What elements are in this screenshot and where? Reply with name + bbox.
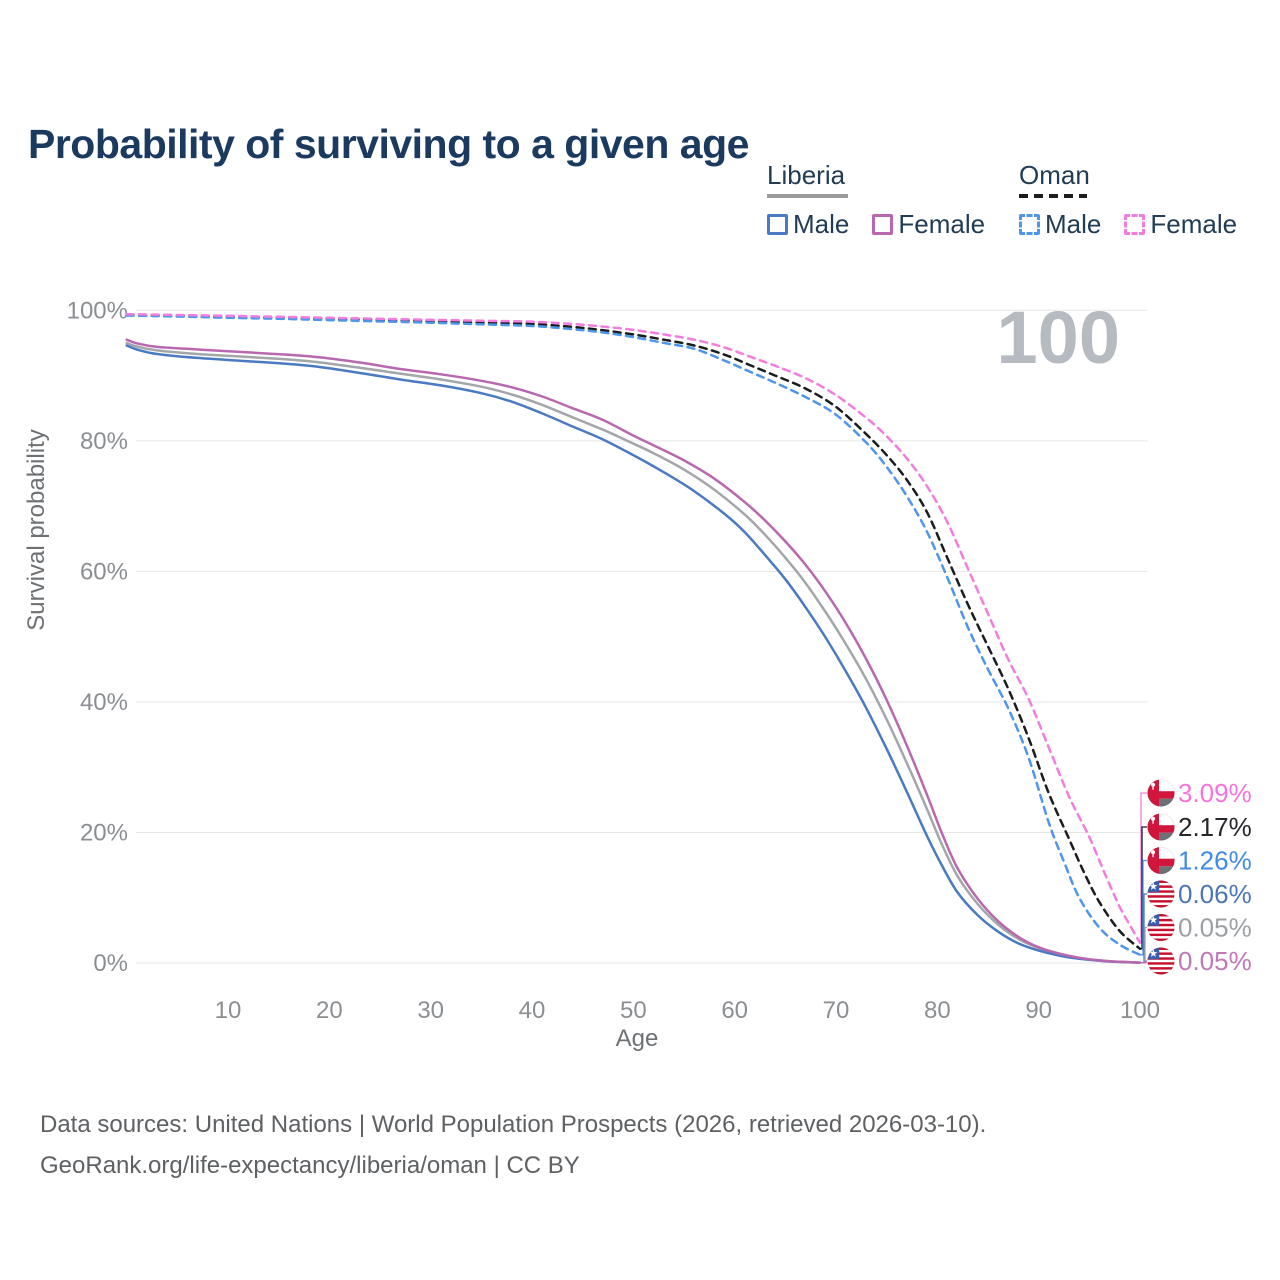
x-tick-label: 70 [823, 997, 850, 1024]
end-label-group-liberia[interactable]: 0.05% [1147, 913, 1252, 943]
leader-line-oman-male [1140, 859, 1147, 956]
x-tick-label: 20 [316, 997, 343, 1024]
y-tick-label: 80% [80, 428, 128, 455]
oman-flag-icon [1147, 813, 1175, 841]
footer: Data sources: United Nations | World Pop… [40, 1104, 986, 1186]
leader-line-oman [1140, 826, 1147, 950]
end-label-value: 0.05% [1178, 913, 1252, 943]
legend-group-oman: Oman Male Female [1019, 160, 1260, 240]
y-tick-label: 100% [67, 297, 128, 324]
end-label-value: 0.06% [1178, 879, 1252, 909]
end-label-value: 1.26% [1178, 846, 1252, 876]
series-line-liberia-female[interactable] [125, 338, 1142, 964]
end-label-value: 0.05% [1178, 946, 1252, 976]
age-counter-watermark: 100 [997, 296, 1120, 379]
y-tick-label: 40% [80, 689, 128, 716]
legend-country-liberia[interactable]: Liberia [767, 160, 846, 190]
series-line-liberia[interactable] [125, 341, 1142, 964]
y-tick-label: 60% [80, 558, 128, 585]
end-label-group-liberia-female[interactable]: 0.05% [1147, 946, 1252, 976]
series-line-liberia-male[interactable] [125, 344, 1142, 964]
series-line-oman-female[interactable] [125, 312, 1142, 945]
end-label-group-oman-female[interactable]: 3.09% [1147, 778, 1252, 808]
liberia-female-swatch [872, 214, 894, 235]
chart-title: Probability of surviving to a given age [28, 121, 749, 168]
x-tick-label: 40 [519, 997, 546, 1024]
legend-country-oman[interactable]: Oman [1019, 160, 1090, 190]
x-tick-label: 50 [620, 997, 647, 1024]
y-tick-label: 20% [80, 819, 128, 846]
x-tick-label: 60 [721, 997, 748, 1024]
legend-item-oman-male[interactable]: Male [1019, 209, 1101, 240]
end-label-value: 2.17% [1178, 812, 1252, 842]
footer-data-sources: Data sources: United Nations | World Pop… [40, 1111, 987, 1138]
liberia-flag-icon [1147, 880, 1175, 908]
legend-item-liberia-female[interactable]: Female [872, 209, 985, 240]
x-tick-label: 30 [417, 997, 444, 1024]
oman-female-swatch [1124, 214, 1146, 235]
liberia-male-swatch [767, 214, 788, 235]
leader-line-oman-female [1140, 792, 1147, 944]
end-label-value: 3.09% [1178, 778, 1252, 808]
legend-item-oman-female[interactable]: Female [1124, 209, 1237, 240]
series-line-oman[interactable] [125, 313, 1142, 951]
oman-flag-icon [1147, 847, 1175, 874]
x-tick-label: 100 [1120, 997, 1160, 1024]
survival-probability-chart: 0% 20% 40% 60% 80% 100% 10 20 30 40 50 60 70 80 90 100 A… [23, 296, 1252, 1052]
x-axis-title: Age [616, 1025, 659, 1052]
end-label-group-liberia-male[interactable]: 0.06% [1147, 879, 1252, 909]
footer-attribution: GeoRank.org/life-expectancy/liberia/oman… [40, 1152, 580, 1179]
x-tick-label: 80 [924, 997, 951, 1024]
y-tick-label: 0% [93, 950, 128, 977]
x-tick-label: 90 [1025, 997, 1052, 1024]
liberia-flag-icon [1147, 947, 1175, 975]
legend-group-liberia: Liberia Male Female [767, 160, 1008, 240]
legend-item-liberia-male[interactable]: Male [767, 209, 849, 240]
end-label-group-oman[interactable]: 2.17% [1147, 812, 1252, 842]
liberia-line-style-sample [767, 194, 848, 198]
oman-male-swatch [1019, 214, 1040, 235]
liberia-flag-icon [1147, 914, 1175, 941]
x-tick-label: 10 [215, 997, 242, 1024]
end-label-group-oman-male[interactable]: 1.26% [1147, 846, 1252, 876]
oman-line-style-sample [1019, 194, 1087, 198]
leader-line-liberia-female [1140, 960, 1147, 964]
oman-flag-icon [1147, 779, 1175, 807]
series-line-oman-male[interactable] [125, 314, 1142, 957]
y-axis-title: Survival probability [23, 429, 50, 630]
